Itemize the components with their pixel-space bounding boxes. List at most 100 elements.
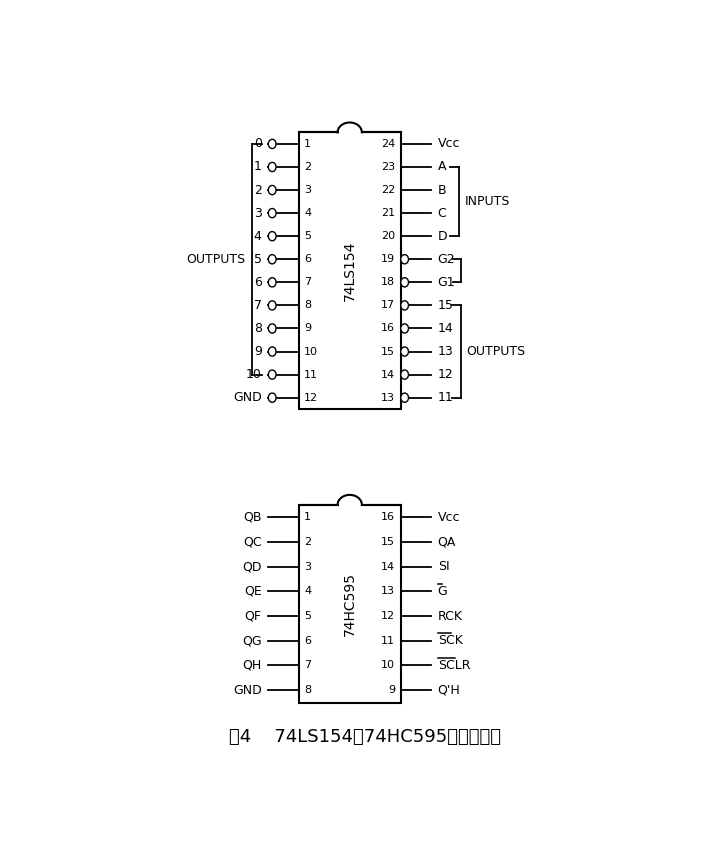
Text: 14: 14 [381, 370, 395, 379]
Text: 10: 10 [246, 368, 262, 381]
Text: QG: QG [242, 634, 262, 647]
Bar [299, 133, 401, 409]
Text: 15: 15 [381, 537, 395, 547]
Text: C: C [438, 206, 446, 220]
Text: G2: G2 [438, 253, 456, 265]
Circle shape [268, 370, 276, 379]
Text: D: D [438, 229, 447, 243]
Text: 7: 7 [253, 299, 262, 312]
Text: 7: 7 [304, 661, 311, 670]
Text: 图4    74LS154和74HC595管脚示意图: 图4 74LS154和74HC595管脚示意图 [229, 728, 501, 746]
Text: 8: 8 [304, 300, 311, 311]
Text: QB: QB [244, 511, 262, 524]
Text: QF: QF [245, 609, 262, 622]
Text: QC: QC [243, 535, 262, 549]
Circle shape [268, 277, 276, 287]
Text: 17: 17 [381, 300, 395, 311]
Text: 23: 23 [381, 162, 395, 172]
Text: 3: 3 [254, 206, 262, 220]
Text: QD: QD [242, 560, 262, 573]
Text: 21: 21 [381, 208, 395, 218]
Text: 10: 10 [304, 347, 318, 357]
Text: 3: 3 [304, 185, 311, 195]
Text: 4: 4 [254, 229, 262, 243]
Text: 3: 3 [304, 562, 311, 572]
Text: Vcc: Vcc [438, 138, 460, 151]
Text: 12: 12 [304, 393, 318, 402]
Text: 9: 9 [254, 345, 262, 358]
Text: 24: 24 [381, 139, 395, 149]
Text: INPUTS: INPUTS [465, 195, 511, 208]
Text: 8: 8 [304, 685, 311, 695]
Text: 22: 22 [381, 185, 395, 195]
Circle shape [268, 254, 276, 264]
Text: OUTPUTS: OUTPUTS [466, 345, 525, 358]
Circle shape [268, 232, 276, 241]
Circle shape [401, 370, 409, 379]
Circle shape [401, 393, 409, 402]
Text: Q'H: Q'H [438, 684, 461, 697]
Circle shape [401, 277, 409, 287]
Circle shape [268, 163, 276, 171]
Text: 7: 7 [304, 277, 311, 288]
Text: QH: QH [243, 659, 262, 672]
Text: 5: 5 [253, 253, 262, 265]
Text: 15: 15 [438, 299, 454, 312]
Text: 5: 5 [304, 611, 311, 621]
Text: 6: 6 [254, 276, 262, 288]
Text: 10: 10 [381, 661, 395, 670]
Text: 1: 1 [254, 160, 262, 174]
Text: 1: 1 [304, 139, 311, 149]
Circle shape [268, 140, 276, 149]
Text: 74LS154: 74LS154 [342, 241, 357, 301]
Text: RCK: RCK [438, 609, 463, 622]
Text: 11: 11 [304, 370, 318, 379]
Text: 12: 12 [381, 611, 395, 621]
Text: QA: QA [438, 535, 456, 549]
Text: 19: 19 [381, 254, 395, 265]
Circle shape [268, 324, 276, 333]
Text: SCLR: SCLR [438, 659, 470, 672]
Circle shape [268, 209, 276, 217]
Text: 5: 5 [304, 231, 311, 241]
Text: 2: 2 [254, 183, 262, 197]
Text: 2: 2 [304, 537, 311, 547]
Circle shape [268, 393, 276, 402]
Text: 6: 6 [304, 636, 311, 645]
Text: 74HC595: 74HC595 [342, 572, 357, 636]
Text: SCK: SCK [438, 634, 463, 647]
Text: 1: 1 [304, 512, 311, 522]
Text: 12: 12 [438, 368, 454, 381]
Circle shape [401, 300, 409, 310]
Text: 6: 6 [304, 254, 311, 265]
Circle shape [401, 254, 409, 264]
Text: 8: 8 [253, 322, 262, 335]
Text: 4: 4 [304, 208, 311, 218]
Text: 20: 20 [381, 231, 395, 241]
Text: 14: 14 [438, 322, 454, 335]
Text: QE: QE [244, 585, 262, 597]
Bar [299, 505, 401, 703]
Text: SI: SI [438, 560, 449, 573]
Text: GND: GND [233, 391, 262, 404]
Text: 4: 4 [304, 586, 311, 597]
Circle shape [268, 300, 276, 310]
Text: 11: 11 [438, 391, 454, 404]
Circle shape [268, 347, 276, 356]
Text: 2: 2 [304, 162, 311, 172]
Text: 11: 11 [381, 636, 395, 645]
Text: A: A [438, 160, 446, 174]
Text: GND: GND [233, 684, 262, 697]
Text: B: B [438, 183, 446, 197]
Text: G: G [438, 585, 447, 597]
Text: Vcc: Vcc [438, 511, 460, 524]
Text: 9: 9 [388, 685, 395, 695]
Text: 13: 13 [438, 345, 454, 358]
Text: 16: 16 [381, 324, 395, 334]
Text: OUTPUTS: OUTPUTS [186, 253, 245, 265]
Text: G1: G1 [438, 276, 456, 288]
Circle shape [268, 186, 276, 194]
Text: 18: 18 [381, 277, 395, 288]
Text: 15: 15 [381, 347, 395, 357]
Text: 0: 0 [253, 138, 262, 151]
